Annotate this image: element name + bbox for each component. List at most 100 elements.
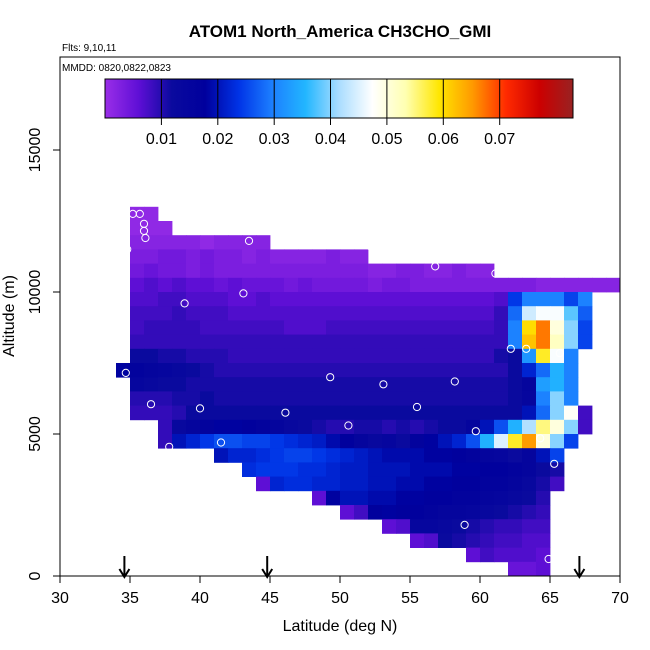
heatmap-cell	[382, 405, 397, 421]
heatmap-cell	[410, 320, 425, 335]
heatmap-cell	[438, 462, 453, 477]
heatmap-cell	[578, 419, 593, 435]
heatmap-cell	[410, 519, 425, 534]
heatmap-cell	[536, 476, 551, 492]
heatmap-cell	[522, 448, 537, 463]
heatmap-cell	[578, 320, 593, 335]
heatmap-cell	[242, 306, 257, 321]
heatmap-cell	[172, 405, 187, 421]
heatmap-cell	[452, 476, 467, 492]
heatmap-cell	[298, 320, 313, 335]
heatmap-cell	[382, 434, 397, 449]
heatmap-cell	[452, 519, 467, 534]
heatmap-cell	[270, 249, 285, 264]
heatmap-cell	[130, 249, 145, 264]
heatmap-cell	[228, 306, 243, 321]
heatmap-cell	[508, 306, 523, 321]
heatmap-cell	[438, 434, 453, 449]
heatmap-cell	[508, 320, 523, 335]
heatmap-cell	[536, 561, 551, 577]
heatmap-cell	[172, 235, 187, 250]
heatmap-cell	[368, 462, 383, 477]
heatmap-cell	[396, 448, 411, 463]
heatmap-cell	[130, 348, 145, 364]
heatmap-cell	[396, 434, 411, 449]
heatmap-cell	[382, 476, 397, 492]
x-tick-label: 35	[121, 590, 139, 607]
heatmap-cell	[508, 434, 523, 449]
heatmap-cell	[354, 348, 369, 364]
heatmap-cell	[284, 448, 299, 463]
x-tick-label: 60	[471, 590, 489, 607]
heatmap-cell	[144, 320, 159, 335]
heatmap-cell	[354, 334, 369, 350]
heatmap-cell	[396, 363, 411, 378]
heatmap-cell	[298, 377, 313, 392]
heatmap-cell	[298, 348, 313, 364]
heatmap-cell	[326, 419, 341, 435]
heatmap-cell	[270, 434, 285, 449]
heatmap-cell	[382, 462, 397, 477]
heatmap-cell	[396, 505, 411, 520]
heatmap-cell	[200, 320, 215, 335]
heatmap-cell	[424, 377, 439, 392]
heatmap-cell	[270, 292, 285, 307]
heatmap-cell	[424, 405, 439, 421]
heatmap-cell	[396, 405, 411, 421]
heatmap-cell	[550, 306, 565, 321]
heatmap-cell	[270, 405, 285, 421]
heatmap-cell	[480, 363, 495, 378]
heatmap-cell	[508, 348, 523, 364]
heatmap-cell	[508, 277, 523, 293]
y-tick-label: 5000	[27, 416, 44, 452]
heatmap-cell	[144, 334, 159, 350]
heatmap-cell	[242, 434, 257, 449]
heatmap-cell	[214, 348, 229, 364]
heatmap-cell	[326, 490, 341, 506]
colorbar-tick-label: 0.04	[315, 131, 346, 148]
heatmap-cell	[564, 306, 579, 321]
heatmap-cell	[424, 363, 439, 378]
heatmap-cell	[410, 306, 425, 321]
heatmap-cell	[298, 434, 313, 449]
colorbar-gradient	[104, 78, 574, 119]
heatmap-cell	[550, 320, 565, 335]
heatmap-cell	[186, 277, 201, 293]
heatmap-cell	[298, 419, 313, 435]
heatmap-cell	[340, 320, 355, 335]
heatmap-cell	[452, 377, 467, 392]
heatmap-cell	[494, 505, 509, 520]
heatmap-cell	[144, 249, 159, 264]
heatmap-cell	[480, 377, 495, 392]
heatmap-cell	[326, 263, 341, 279]
heatmap-cell	[214, 405, 229, 421]
heatmap-cell	[536, 306, 551, 321]
heatmap-cell	[312, 263, 327, 279]
flight-point	[244, 236, 254, 245]
heatmap-cell	[158, 292, 173, 307]
heatmap-cell	[242, 320, 257, 335]
heatmap-cell	[200, 405, 215, 421]
heatmap-cell	[466, 263, 481, 279]
heatmap-cell	[312, 462, 327, 477]
heatmap-cell	[144, 405, 159, 421]
heatmap-cell	[256, 434, 271, 449]
heatmap-cell	[564, 377, 579, 392]
heatmap-cell	[186, 434, 201, 449]
heatmap-cell	[536, 419, 551, 435]
flight-point	[614, 262, 623, 271]
heatmap-cell	[256, 377, 271, 392]
heatmap-cell	[256, 419, 271, 435]
heatmap-cell	[410, 419, 425, 435]
heatmap-cell	[424, 320, 439, 335]
heatmap-cell	[354, 320, 369, 335]
flight-point	[180, 299, 189, 308]
heatmap-cell	[172, 419, 187, 435]
heatmap-cell	[368, 434, 383, 449]
heatmap-cell	[550, 405, 565, 421]
heatmap-cell	[214, 419, 229, 435]
heatmap-cell	[298, 405, 313, 421]
heatmap-cell	[438, 348, 453, 364]
x-axis-label: Latitude (deg N)	[283, 618, 398, 635]
